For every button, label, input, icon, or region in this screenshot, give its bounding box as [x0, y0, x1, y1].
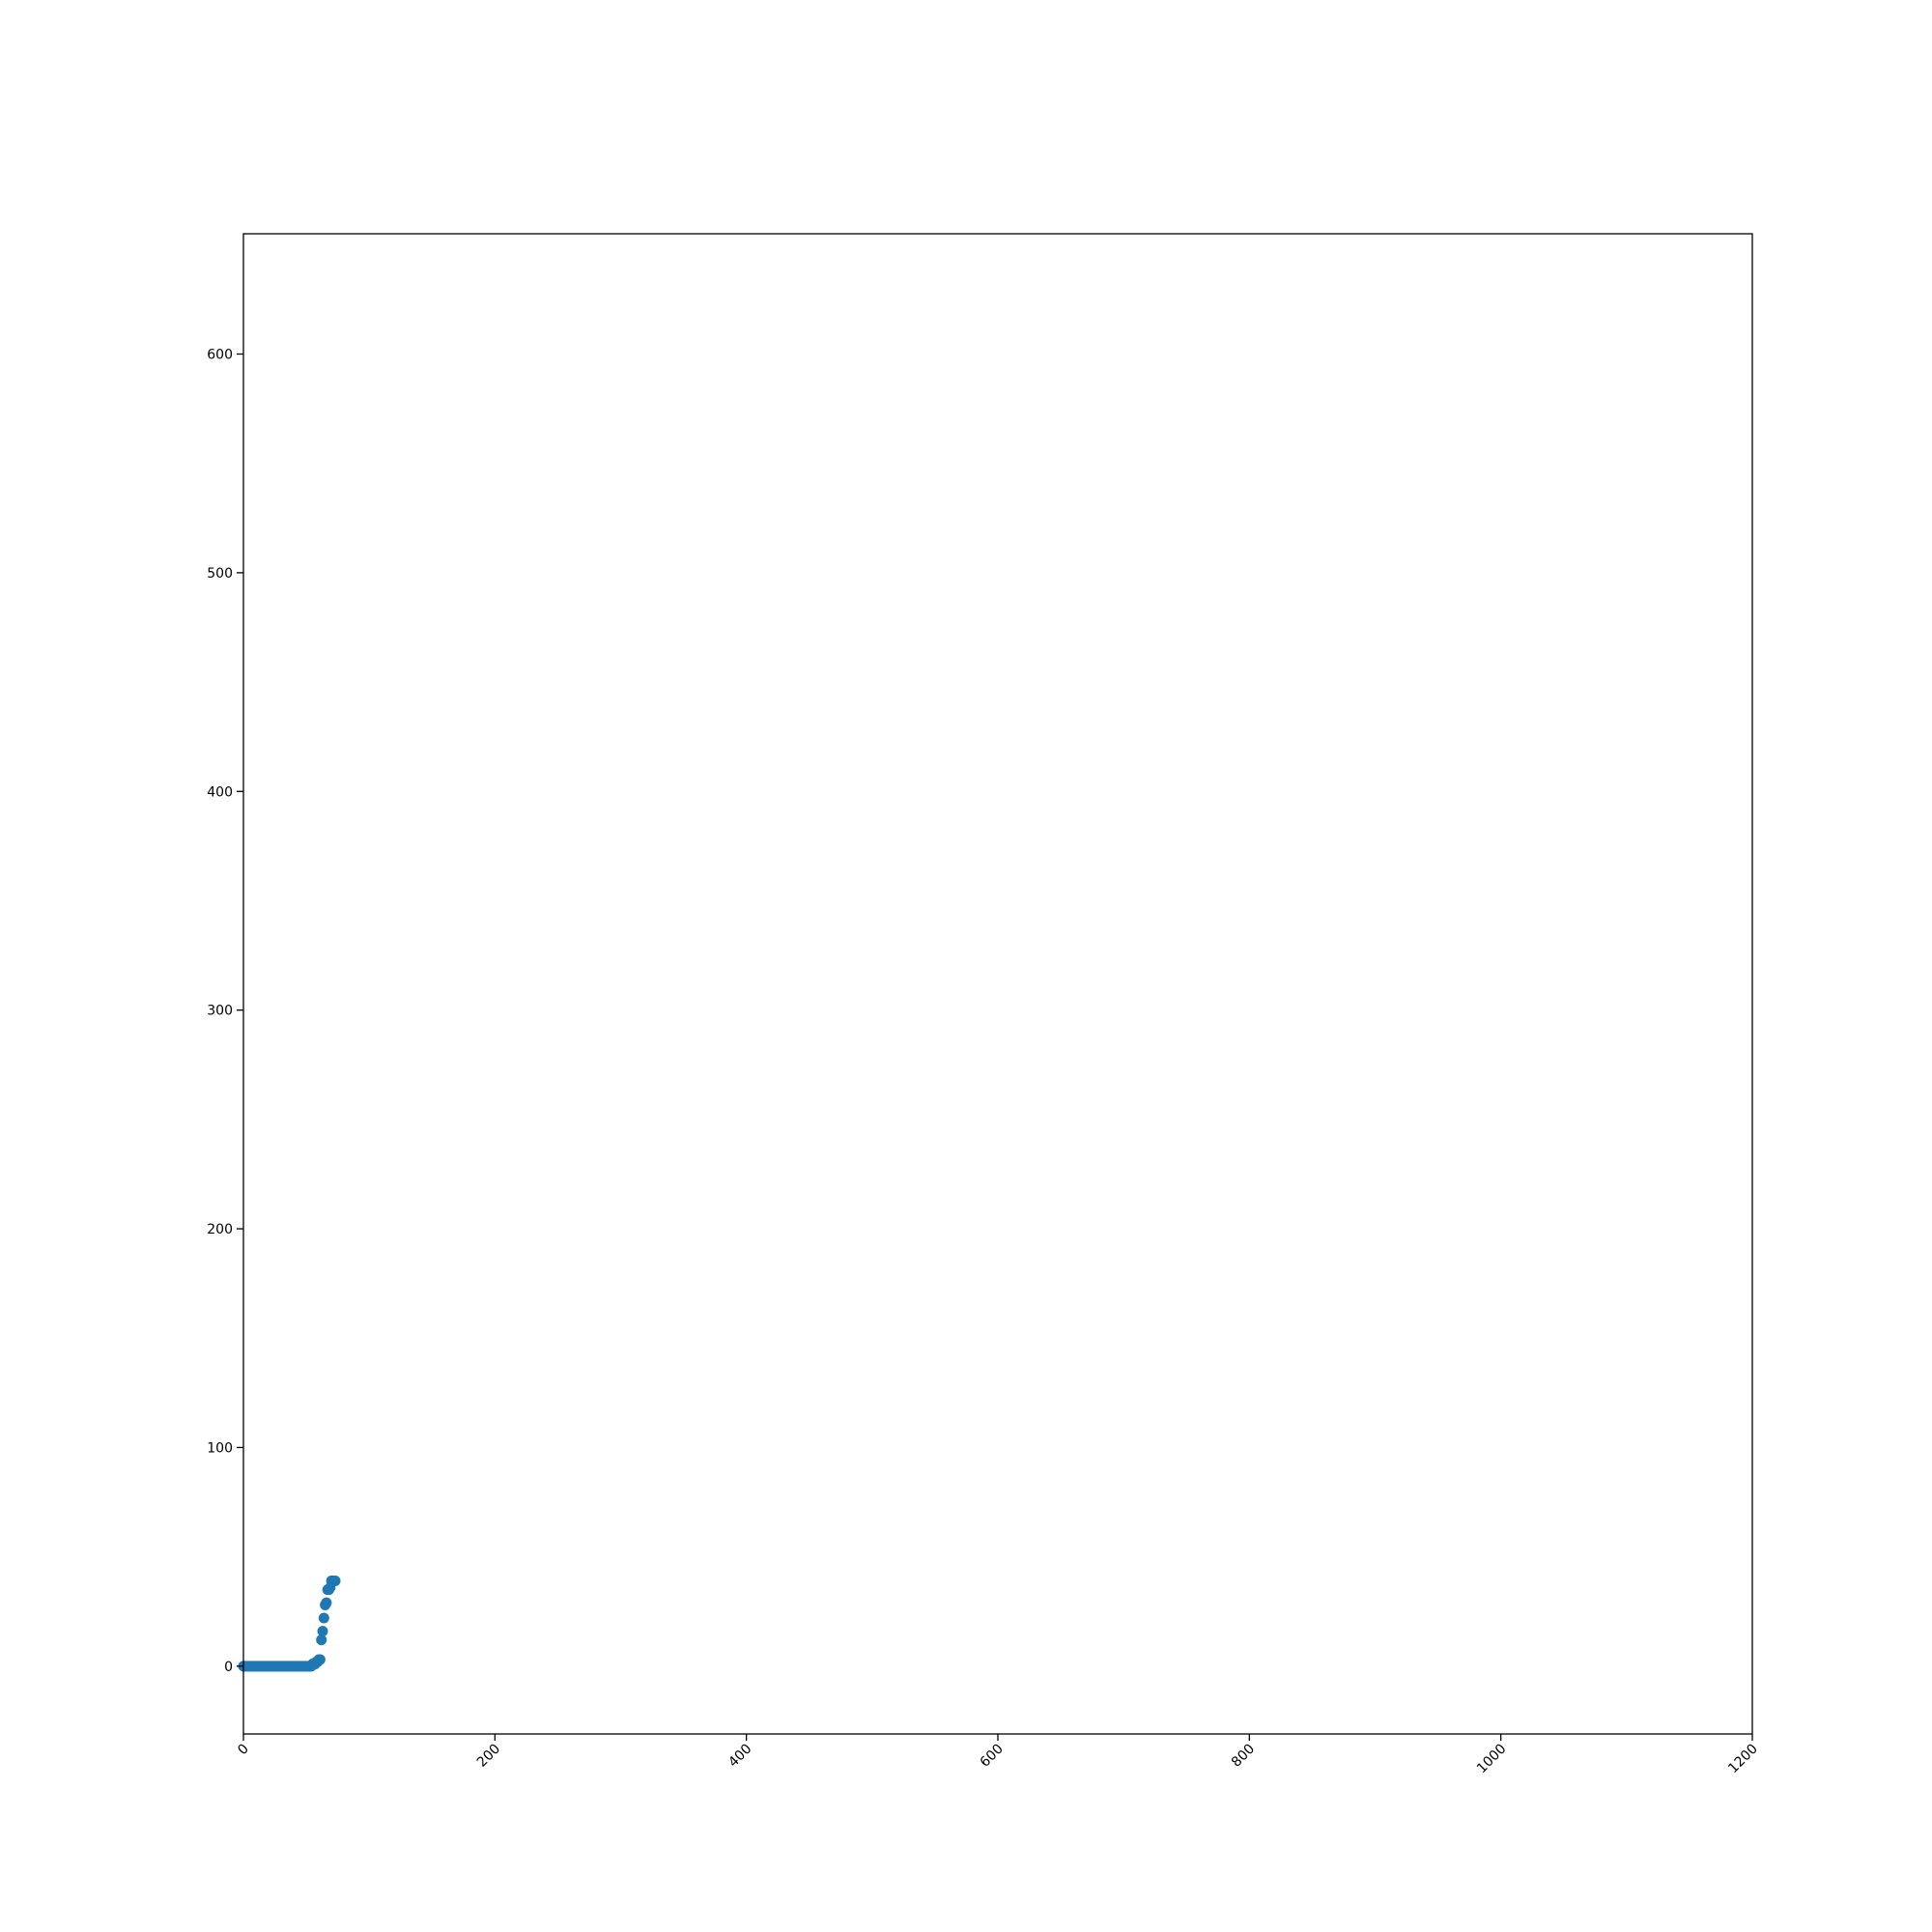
y-tick-label: 400 — [207, 784, 233, 800]
data-point — [317, 1626, 328, 1637]
y-tick-label: 500 — [207, 566, 233, 582]
x-tick-label: 800 — [1229, 1742, 1258, 1771]
data-point — [314, 1654, 326, 1665]
x-tick-label: 1000 — [1474, 1742, 1510, 1777]
data-point — [316, 1634, 327, 1646]
data-point — [329, 1576, 341, 1587]
x-axis-ticks: 0 200 400 600 800 1000 1200 — [235, 1734, 1761, 1776]
x-tick-label: 600 — [978, 1742, 1007, 1771]
data-point — [321, 1597, 332, 1608]
y-tick-label: 100 — [207, 1440, 233, 1456]
y-tick-label: 200 — [207, 1222, 233, 1237]
plot-area-frame — [242, 233, 1753, 1735]
x-tick-label: 1200 — [1725, 1742, 1761, 1777]
data-point — [318, 1612, 329, 1624]
y-tick-label: 300 — [207, 1004, 233, 1019]
y-axis-ticks: 0 100 200 300 400 500 600 — [207, 348, 243, 1675]
data-points — [238, 1576, 341, 1672]
x-tick-label: 0 — [235, 1742, 252, 1759]
x-tick-label: 200 — [474, 1742, 503, 1771]
x-tick-label: 400 — [725, 1742, 754, 1771]
y-tick-label: 600 — [207, 348, 233, 363]
y-tick-label: 0 — [224, 1660, 233, 1675]
